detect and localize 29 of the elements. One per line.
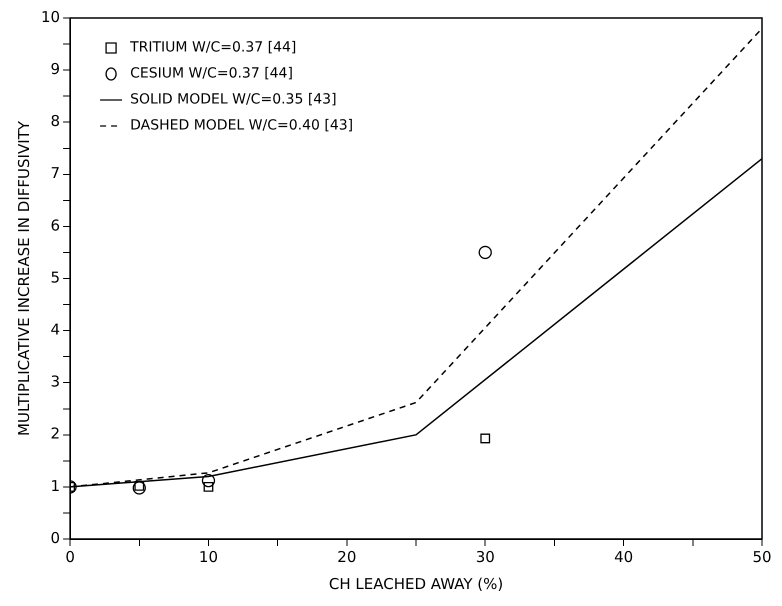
y-tick-label: 2: [50, 424, 60, 443]
point: [204, 482, 214, 492]
y-tick-label: 3: [50, 372, 60, 391]
y-tick-label: 5: [50, 268, 60, 286]
legend-label: CESIUM W/C=0.37 [44]: [130, 66, 293, 82]
y-tick-label: 8: [50, 112, 60, 130]
y-tick-label: 0: [50, 528, 60, 547]
point: [480, 434, 490, 444]
y-tick-label: 9: [50, 60, 60, 78]
x-tick-label: 50: [752, 548, 772, 566]
x-tick-label: 0: [65, 548, 75, 566]
legend-label: SOLID MODEL W/C=0.35 [43]: [130, 92, 337, 108]
legend-label: TRITIUM W/C=0.37 [44]: [129, 40, 296, 56]
point: [202, 474, 216, 488]
point: [132, 481, 146, 495]
x-tick-label: 30: [476, 548, 495, 566]
point: [134, 480, 144, 491]
y-axis-title: MULTIPLICATIVE INCREASE IN DIFFUSIVITY: [14, 120, 33, 436]
legend-label: DASHED MODEL W/C=0.40 [43]: [130, 118, 354, 134]
y-tick-label: 6: [50, 216, 60, 234]
x-tick-label: 20: [337, 548, 356, 566]
y-tick-label: 1: [50, 476, 60, 495]
point: [478, 246, 492, 260]
x-tick-label: 40: [614, 548, 634, 566]
x-axis-title: CH LEACHED AWAY (%): [328, 574, 504, 593]
x-tick-label: 10: [198, 548, 218, 566]
y-tick-label: 4: [50, 320, 60, 338]
y-tick-label: 10: [40, 8, 60, 26]
y-tick-label: 7: [50, 164, 60, 182]
